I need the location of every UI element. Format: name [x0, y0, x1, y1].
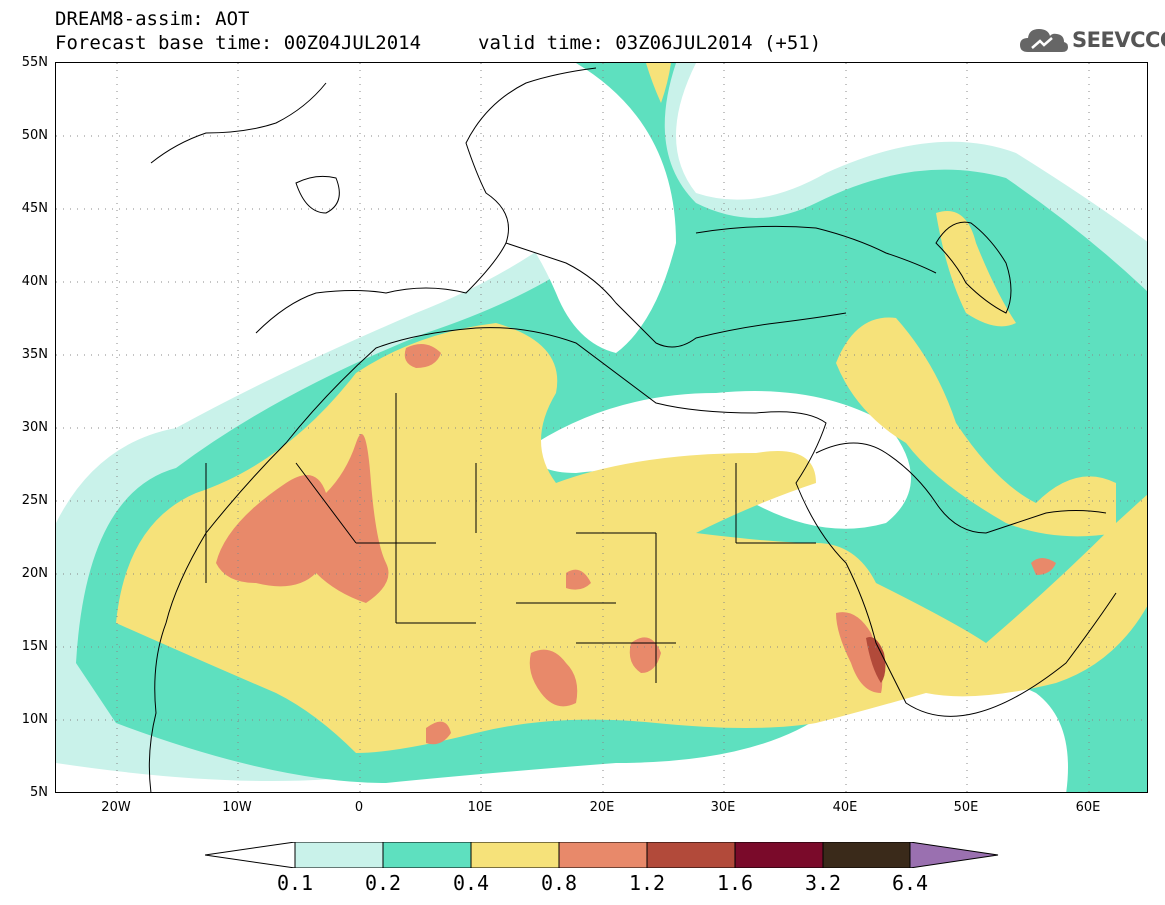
aot-level-0.8	[529, 649, 578, 707]
aot-level-0.8	[426, 721, 451, 745]
aot-level-0.8	[1031, 558, 1056, 575]
colorbar-label: 0.2	[364, 871, 402, 895]
lon-tick: 40E	[832, 800, 858, 815]
colorbar	[205, 842, 999, 868]
lat-tick: 40N	[21, 274, 48, 289]
lon-tick: 10E	[467, 800, 493, 815]
lon-tick: 20E	[589, 800, 615, 815]
map-title: DREAM8-assim: AOT	[55, 8, 250, 30]
colorbar-segment	[909, 842, 999, 868]
colorbar-label: 6.4	[891, 871, 929, 895]
lon-tick: 20W	[101, 800, 131, 815]
aot-level-0.4	[646, 63, 671, 103]
aot-level-0.4	[936, 211, 1016, 327]
colorbar-label: 0.1	[276, 871, 314, 895]
colorbar-segment	[558, 842, 648, 868]
colorbar-segment	[205, 842, 296, 868]
colorbar-segment	[734, 842, 824, 868]
coastlines	[148, 67, 1117, 792]
seevccc-logo: SEEVCCC	[1018, 22, 1165, 58]
lat-tick: 10N	[21, 712, 48, 727]
map-grid	[56, 63, 1147, 792]
lat-tick: 35N	[21, 347, 48, 362]
lat-tick: 30N	[21, 420, 48, 435]
colorbar-label: 3.2	[804, 871, 842, 895]
logo-text: SEEVCCC	[1072, 28, 1165, 52]
colorbar-segment	[646, 842, 736, 868]
aot-level-0.4	[116, 323, 1147, 753]
aot-level-0.8	[566, 569, 591, 590]
aot-level-0.4	[836, 317, 1116, 537]
lon-tick: 50E	[953, 800, 979, 815]
lon-tick: 60E	[1075, 800, 1101, 815]
lat-tick: 20N	[21, 566, 48, 581]
cloud-icon	[1020, 29, 1068, 52]
aot-level-1.2	[866, 637, 886, 683]
colorbar-label: 1.2	[628, 871, 666, 895]
lat-tick: 50N	[21, 128, 48, 143]
valid-time: valid time: 03Z06JUL2014 (+51)	[478, 32, 822, 54]
colorbar-label: 0.8	[540, 871, 578, 895]
aot-map-plot	[56, 63, 1147, 792]
lat-tick: 55N	[21, 55, 48, 70]
forecast-base-time: Forecast base time: 00Z04JUL2014	[55, 32, 422, 54]
colorbar-segment	[470, 842, 560, 868]
lat-tick: 5N	[30, 785, 48, 800]
aot-level-0.8	[629, 637, 661, 673]
colorbar-label: 1.6	[716, 871, 754, 895]
lon-tick: 30E	[710, 800, 736, 815]
lon-tick: 10W	[222, 800, 252, 815]
colorbar-segment	[382, 842, 472, 868]
aot-level-0.8	[404, 344, 441, 368]
colorbar-segment	[294, 842, 384, 868]
lon-tick: 0	[354, 800, 364, 815]
aot-field	[56, 63, 1147, 792]
lat-tick: 45N	[21, 201, 48, 216]
aot-map	[55, 62, 1148, 793]
colorbar-segment	[822, 842, 911, 868]
lat-tick: 15N	[21, 639, 48, 654]
aot-level-0.8	[216, 434, 389, 603]
lat-tick: 25N	[21, 493, 48, 508]
colorbar-label: 0.4	[452, 871, 490, 895]
aot-level-0.8	[836, 612, 883, 693]
